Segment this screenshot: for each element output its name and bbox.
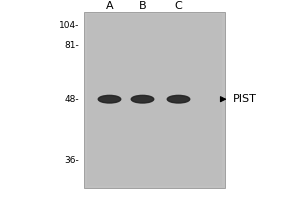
Text: 104-: 104- — [59, 21, 80, 30]
Text: C: C — [175, 1, 182, 11]
Text: PIST: PIST — [232, 94, 256, 104]
Ellipse shape — [131, 95, 154, 103]
Ellipse shape — [98, 95, 121, 103]
Text: 81-: 81- — [65, 41, 80, 50]
Text: A: A — [106, 1, 113, 11]
Bar — [84, 12, 225, 188]
Text: 48-: 48- — [65, 95, 80, 104]
Bar — [87, 14, 222, 186]
Ellipse shape — [167, 95, 190, 103]
Text: 36-: 36- — [65, 156, 80, 165]
Text: B: B — [139, 1, 146, 11]
